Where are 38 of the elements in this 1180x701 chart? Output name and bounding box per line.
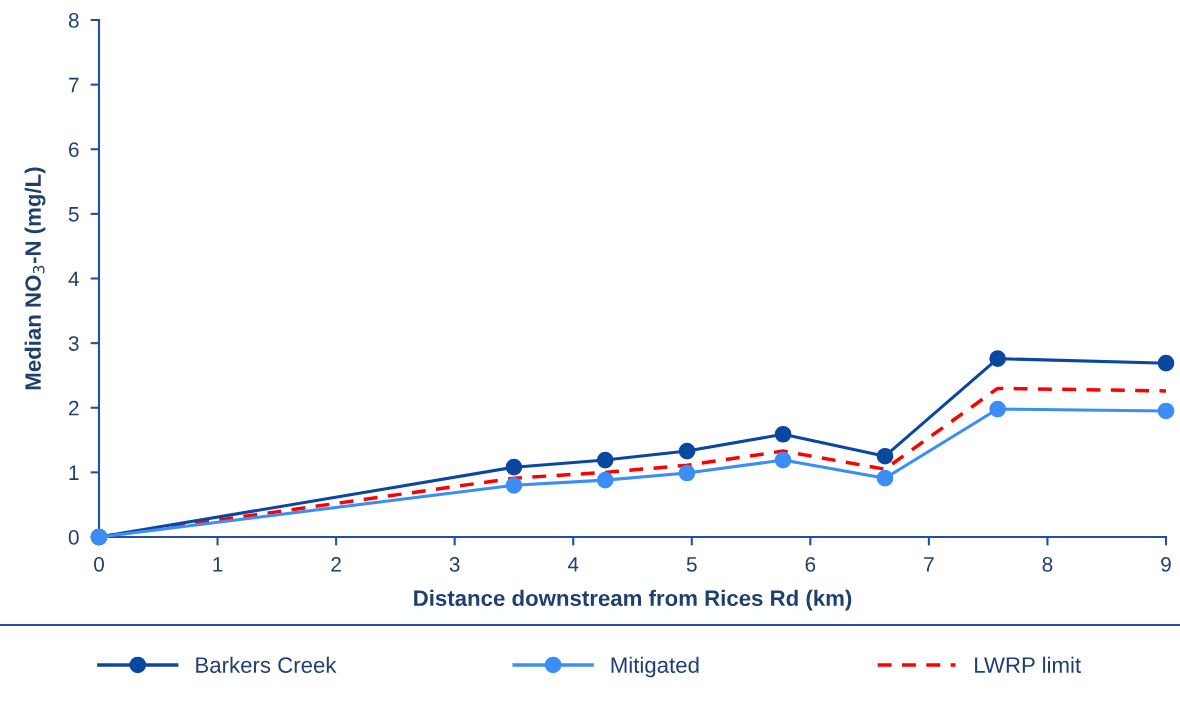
y-tick-label: 0 <box>68 530 79 545</box>
x-tick-label: 0 <box>94 556 104 572</box>
point <box>876 447 894 465</box>
point <box>596 451 614 469</box>
point <box>596 471 614 489</box>
point <box>989 350 1006 367</box>
legend-label: LWRP limit <box>975 656 1081 673</box>
x-tick-label: 8 <box>1042 556 1053 572</box>
x-tick-label: 1 <box>213 557 223 572</box>
y-tick-label: 6 <box>69 142 79 157</box>
x-tick-label: 7 <box>924 557 934 572</box>
x-tick-label: 4 <box>567 557 579 572</box>
point <box>774 451 792 469</box>
point <box>678 464 696 482</box>
point <box>876 469 894 487</box>
y-axis-title: Median NO$_{3}$-N (mg/L) <box>24 167 46 390</box>
point <box>1157 402 1175 420</box>
legend-label: Barkers Creek <box>196 656 337 673</box>
point <box>774 425 792 443</box>
y-tick-label: 3 <box>68 336 79 351</box>
point <box>1157 354 1175 372</box>
x-tick-label: 6 <box>805 556 816 572</box>
x-axis-title: Distance downstream from Rices Rd (km) <box>414 589 852 611</box>
y-tick-label: 7 <box>69 77 79 93</box>
y-tick-label: 8 <box>68 13 79 28</box>
point <box>505 458 523 476</box>
x-tick-label: 5 <box>686 557 697 572</box>
point <box>505 476 523 494</box>
point <box>678 442 696 460</box>
x-tick-label: 2 <box>331 556 341 572</box>
x-tick-label: 9 <box>1161 556 1171 572</box>
y-tick-label: 4 <box>68 271 79 287</box>
x-tick-label: 3 <box>449 556 460 572</box>
y-tick-label: 2 <box>69 400 79 416</box>
legend-label: Mitigated <box>611 656 699 678</box>
point <box>989 400 1006 418</box>
y-tick-label: 1 <box>69 465 79 480</box>
y-tick-label: 5 <box>68 207 79 222</box>
